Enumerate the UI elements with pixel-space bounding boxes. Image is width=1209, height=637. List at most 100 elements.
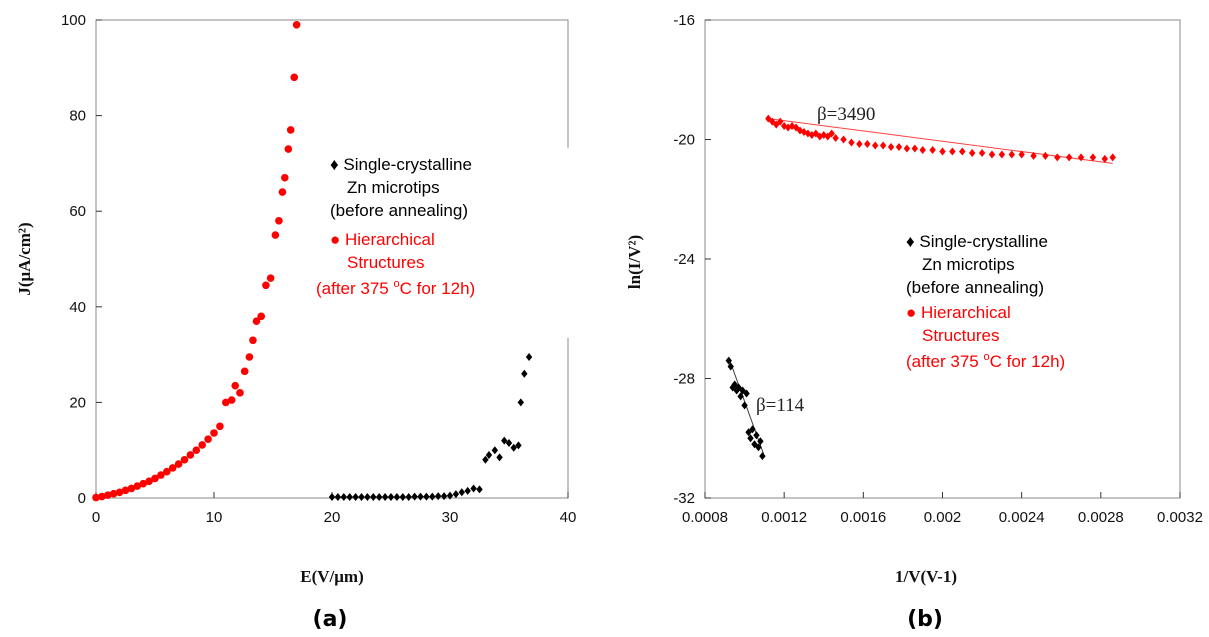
panel-a-point-hier: [168, 464, 177, 472]
panel-a-point-hier: [271, 231, 280, 239]
panel-a-point-single: [525, 352, 533, 361]
panel-b-point-hier: [1030, 151, 1037, 160]
panel-a-point-hier: [257, 312, 266, 321]
panel-a-point-single: [501, 436, 508, 445]
panel-b-point-hier: [903, 144, 911, 153]
panel-a-point-hier: [240, 367, 249, 376]
panel-b-x-tick-label: 0.0024: [999, 509, 1045, 526]
panel-b-y-tick-label: -32: [673, 490, 695, 507]
panel-b-point-hier: [832, 134, 839, 143]
panel-b-fit-line-hier: [768, 118, 1113, 164]
panel-b-x-tick-label: 0.0028: [1078, 509, 1124, 526]
panel-a-point-hier: [222, 398, 230, 407]
panel-b-point-hier: [1065, 153, 1073, 162]
panel-a-point-hier: [275, 216, 283, 225]
panel-b-point-hier: [872, 141, 879, 150]
panel-b-x-tick-label: 0.0016: [840, 509, 886, 526]
panel-a-point-hier: [104, 491, 112, 499]
panel-b-x-tick-label: 0.002: [924, 509, 962, 526]
panel-b-point-single: [737, 392, 744, 401]
panel-b-legend-line-4: ● Hierarchical: [906, 303, 1011, 322]
panel-a-point-single: [346, 493, 353, 502]
panel-b-point-hier: [788, 122, 796, 131]
panel-a-point-hier: [286, 126, 295, 134]
panel-a-point-single: [370, 493, 377, 502]
panel-b-point-hier: [1008, 150, 1015, 159]
panel-b-legend-line-5: Structures: [922, 326, 999, 345]
panel-a-point-single: [399, 493, 406, 502]
panel-b-point-single: [743, 389, 750, 398]
panel-a-point-single: [521, 369, 528, 378]
panel-a-point-hier: [227, 396, 236, 404]
panel-a-point-hier: [121, 486, 130, 495]
panel-b-point-hier: [929, 145, 936, 154]
panel-a-point-hier: [174, 460, 183, 468]
panel-a-point-single: [405, 493, 412, 502]
panel-a-legend-line-1: ♦ Single-crystalline: [330, 155, 472, 174]
panel-b-legend-box: [900, 220, 1118, 382]
panel-a-point-hier: [109, 489, 118, 498]
panel-a-point-single: [505, 439, 513, 448]
panel-b-point-single: [757, 437, 764, 446]
panel-a-point-single: [423, 492, 430, 501]
panel-a-x-tick-label: 30: [442, 509, 459, 526]
panel-a-x-tick-label: 10: [206, 509, 223, 526]
panel-a-point-hier: [151, 474, 159, 483]
panel-b-point-hier: [840, 135, 847, 144]
panel-a-point-single: [517, 398, 524, 407]
panel-b-x-tick-label: 0.0032: [1157, 509, 1203, 526]
panel-b-point-single: [741, 401, 748, 410]
panel-a-point-hier: [231, 381, 240, 390]
panel-b-point-single: [725, 356, 732, 365]
panel-b-point-hier: [848, 138, 855, 147]
panel-b-point-hier: [777, 117, 784, 126]
panel-b-label: (b): [907, 607, 943, 632]
panel-a-point-hier: [157, 471, 165, 479]
panel-b-point-hier: [812, 129, 820, 138]
panel-b-point-hier: [1109, 153, 1116, 162]
panel-a-point-hier: [252, 317, 261, 325]
panel-b-point-hier: [911, 144, 918, 153]
panel-b: 0.0008 0.0012 0.0016 0.002 0.0024 0.0028 0.003…: [625, 12, 1203, 632]
panel-b-point-hier: [895, 142, 903, 151]
panel-b-legend-line-6-post: C for 12h): [990, 352, 1066, 371]
panel-b-point-hier: [998, 150, 1006, 159]
panel-b-point-single: [747, 434, 754, 443]
panel-b-y-axis-title: ln(I/V²): [625, 235, 644, 289]
panel-a-point-hier: [163, 467, 171, 476]
panel-a-point-hier: [192, 446, 201, 455]
panel-a-point-hier: [262, 281, 270, 290]
panel-a-point-single: [446, 491, 454, 500]
panel-a-point-hier: [204, 435, 212, 444]
panel-a-point-single: [491, 446, 499, 455]
panel-b-annotation-beta-3490: β=3490: [817, 104, 875, 125]
panel-a-legend: ♦ Single-crystalline Zn microtips (befor…: [316, 148, 570, 338]
panel-a-point-single: [435, 492, 442, 501]
panel-b-point-hier: [864, 139, 871, 148]
panel-a-point-single: [352, 493, 359, 502]
panel-a-point-hier: [139, 479, 147, 488]
panel-a-point-single: [387, 493, 395, 502]
panel-a-legend-line-4: ● Hierarchical: [330, 230, 435, 249]
panel-b-point-hier: [800, 128, 808, 137]
panel-a-legend-line-6-pre: (after 375: [316, 279, 394, 298]
panel-a-point-hier: [98, 492, 106, 501]
panel-a-legend-line-3: (before annealing): [330, 201, 468, 220]
panel-a-point-single: [340, 493, 347, 502]
panel-a-point-hier: [284, 145, 293, 153]
panel-b-y-tick-label: -28: [673, 371, 695, 388]
panel-b-point-hier: [959, 147, 966, 156]
panel-b-point-single: [759, 452, 766, 461]
panel-a-point-single: [393, 493, 401, 502]
panel-a-y-tick-label: 0: [78, 490, 86, 507]
panel-b-point-hier: [856, 139, 863, 148]
panel-a-point-single: [515, 441, 522, 450]
panel-b-point-hier: [1089, 153, 1097, 162]
panel-b-point-single: [735, 383, 742, 392]
panel-a-point-hier: [290, 73, 299, 82]
panel-b-x-axis-title: 1/V(V-1): [895, 567, 957, 586]
panel-a-point-single: [381, 493, 389, 502]
panel-a-point-hier: [210, 429, 218, 437]
panel-a-point-single: [440, 492, 448, 501]
panel-b-point-hier: [939, 147, 946, 156]
